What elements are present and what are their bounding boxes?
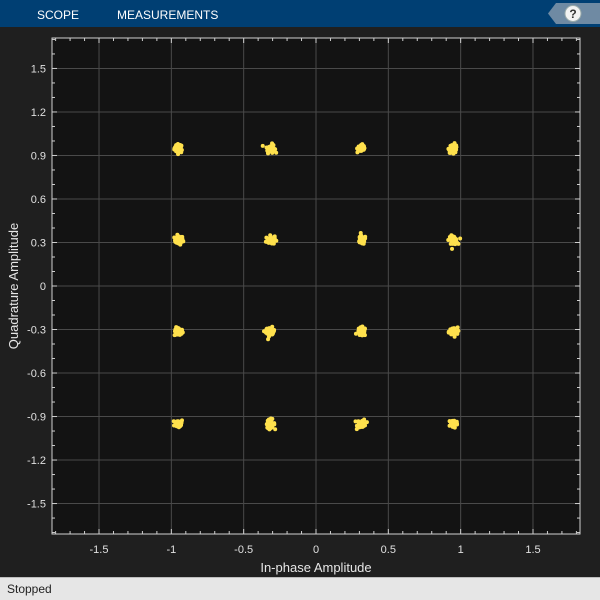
y-tick-label: 0.9 [31, 150, 46, 162]
x-tick-label: 1 [458, 544, 464, 556]
constellation-point [274, 150, 279, 155]
constellation-plot: -1.5 -1 -0.5 0 0.5 1 1.5 1.5 1.2 0.9 0.6 0.3 0 -0.3 -… [0, 27, 600, 577]
constellation-point [266, 151, 271, 156]
constellation-point [359, 424, 364, 429]
status-text: Stopped [7, 582, 52, 596]
constellation-point [177, 420, 182, 425]
constellation-point [179, 148, 184, 153]
y-tick-label: -0.9 [27, 412, 46, 424]
y-tick-label: 1.5 [31, 63, 46, 75]
constellation-point [361, 238, 366, 243]
constellation-point [260, 143, 265, 148]
data-points [171, 141, 463, 432]
constellation-point [447, 423, 452, 428]
toolstrip: SCOPE MEASUREMENTS ? [0, 0, 600, 27]
status-bar: Stopped [0, 577, 600, 600]
constellation-point [178, 143, 183, 148]
constellation-point [451, 148, 456, 153]
constellation-point [451, 151, 456, 156]
constellation-point [266, 337, 271, 342]
y-tick-labels: 1.5 1.2 0.9 0.6 0.3 0 -0.3 -0.6 -0.9 -1.2 -1.5 [27, 63, 46, 510]
x-tick-label: 0 [313, 544, 319, 556]
constellation-point [272, 234, 277, 239]
constellation-point [172, 423, 177, 428]
constellation-point [266, 239, 271, 244]
constellation-point [264, 327, 269, 332]
constellation-point [358, 234, 363, 239]
y-tick-label: 0.3 [31, 237, 46, 249]
constellation-point [450, 424, 455, 429]
x-tick-label: -1.5 [90, 544, 109, 556]
constellation-point [448, 143, 453, 148]
y-tick-label: -1.5 [27, 499, 46, 511]
chart-svg: -1.5 -1 -0.5 0 0.5 1 1.5 1.5 1.2 0.9 0.6 0.3 0 -0.3 -… [6, 37, 581, 575]
constellation-point [174, 143, 179, 148]
axes-frame [51, 37, 581, 535]
constellation-point [447, 235, 452, 240]
constellation-point [270, 324, 275, 329]
y-tick-label: -0.6 [27, 368, 46, 380]
y-tick-label: -1.2 [27, 455, 46, 467]
constellation-point [455, 325, 460, 330]
constellation-point [455, 331, 460, 336]
constellation-point [450, 241, 455, 246]
constellation-point [266, 145, 271, 150]
constellation-point [270, 141, 275, 146]
y-axis-label: Quadrature Amplitude [6, 223, 21, 349]
constellation-point [179, 330, 184, 335]
y-tick-label: -0.3 [27, 325, 46, 337]
constellation-point [174, 330, 179, 335]
help-button[interactable]: ? [548, 3, 600, 24]
constellation-point [175, 234, 180, 239]
constellation-point [362, 417, 367, 422]
constellation-point [450, 418, 455, 423]
x-tick-labels: -1.5 -1 -0.5 0 0.5 1 1.5 [90, 544, 541, 556]
constellation-point [172, 146, 177, 151]
constellation-point [355, 146, 360, 151]
svg-text:?: ? [569, 7, 576, 21]
constellation-point [446, 237, 451, 242]
tab-scope[interactable]: SCOPE [37, 8, 80, 22]
constellation-point [272, 421, 277, 426]
constellation-point [353, 331, 358, 336]
x-tick-label: 1.5 [525, 544, 540, 556]
x-tick-label: -1 [166, 544, 176, 556]
constellation-point [451, 142, 456, 147]
x-axis-label: In-phase Amplitude [260, 560, 371, 575]
constellation-point [181, 239, 186, 244]
x-tick-label: 0.5 [381, 544, 396, 556]
constellation-point [266, 420, 271, 425]
constellation-point [360, 146, 365, 151]
x-tick-label: -0.5 [234, 544, 253, 556]
constellation-point [362, 422, 367, 427]
constellation-point [450, 328, 455, 333]
tab-measurements[interactable]: MEASUREMENTS [117, 8, 219, 22]
y-tick-label: 0.6 [31, 194, 46, 206]
constellation-point [269, 417, 274, 422]
y-tick-label: 0 [40, 281, 46, 293]
constellation-point [273, 427, 278, 432]
constellation-point [458, 236, 463, 241]
constellation-point [353, 419, 358, 424]
constellation-point [174, 238, 179, 243]
constellation-point [449, 238, 454, 243]
constellation-point [358, 327, 363, 332]
y-tick-label: 1.2 [31, 107, 46, 119]
constellation-point [450, 234, 455, 239]
constellation-point [270, 328, 275, 333]
constellation-point [446, 330, 451, 335]
grid-lines [52, 38, 580, 534]
constellation-point [358, 332, 363, 337]
constellation-point [173, 327, 178, 332]
constellation-point [450, 246, 455, 251]
constellation-point [274, 238, 279, 243]
question-mark-icon: ? [548, 3, 600, 24]
constellation-point [268, 332, 273, 337]
constellation-point [265, 425, 270, 430]
